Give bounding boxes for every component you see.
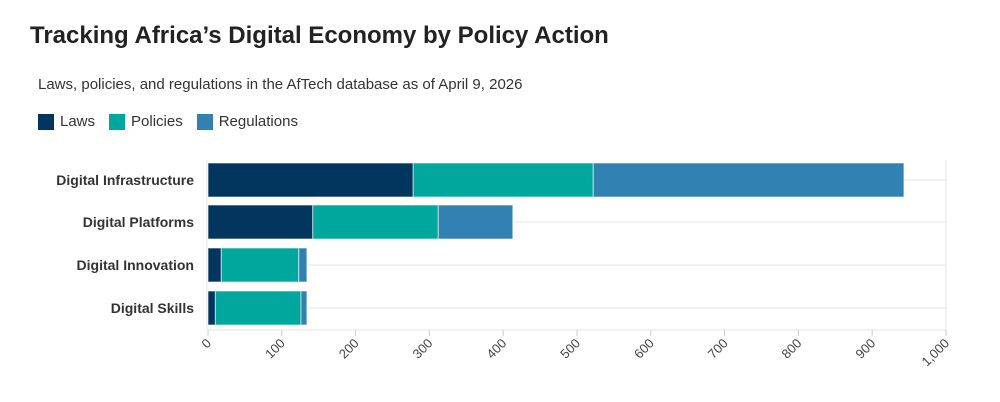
chart-title: Tracking Africa’s Digital Economy by Pol…	[30, 22, 609, 49]
x-tick-label: 1,000	[919, 336, 953, 370]
x-tick-label: 700	[705, 336, 731, 362]
bar-policies[interactable]	[312, 204, 439, 240]
category-label: Digital Innovation	[77, 257, 194, 273]
bar-regulations[interactable]	[592, 162, 905, 198]
bar-laws[interactable]	[207, 204, 314, 240]
x-tick-label: 500	[557, 336, 583, 362]
chart-subtitle: Laws, policies, and regulations in the A…	[38, 76, 523, 93]
x-tick-label: 200	[336, 336, 362, 362]
x-tick-label: 900	[852, 336, 878, 362]
x-tick-label: 100	[262, 336, 288, 362]
bar-policies[interactable]	[412, 162, 594, 198]
legend-item-policies[interactable]: Policies	[109, 113, 183, 130]
bar-regulations[interactable]	[437, 204, 514, 240]
category-label: Digital Platforms	[83, 214, 194, 230]
legend-label: Policies	[131, 113, 183, 130]
legend-swatch	[38, 113, 54, 130]
bar-laws[interactable]	[207, 162, 414, 198]
legend: Laws Policies Regulations	[38, 113, 298, 130]
category-label: Digital Infrastructure	[56, 172, 194, 188]
legend-item-laws[interactable]: Laws	[38, 113, 95, 130]
x-tick-label: 400	[483, 336, 509, 362]
x-tick-label: 800	[779, 336, 805, 362]
legend-swatch	[196, 113, 213, 130]
bar-laws[interactable]	[207, 247, 222, 283]
bar-regulations[interactable]	[300, 290, 308, 326]
legend-item-regulations[interactable]: Regulations	[196, 113, 298, 130]
x-tick-label: 300	[410, 336, 436, 362]
category-label: Digital Skills	[111, 300, 194, 316]
x-tick-label: 0	[198, 336, 214, 352]
legend-swatch	[109, 113, 126, 130]
x-tick-label: 600	[631, 336, 657, 362]
bar-policies[interactable]	[214, 290, 302, 326]
legend-label: Laws	[60, 113, 96, 130]
legend-label: Regulations	[218, 113, 298, 130]
bar-regulations[interactable]	[298, 247, 308, 283]
bar-policies[interactable]	[220, 247, 300, 283]
bar-laws[interactable]	[207, 290, 216, 326]
